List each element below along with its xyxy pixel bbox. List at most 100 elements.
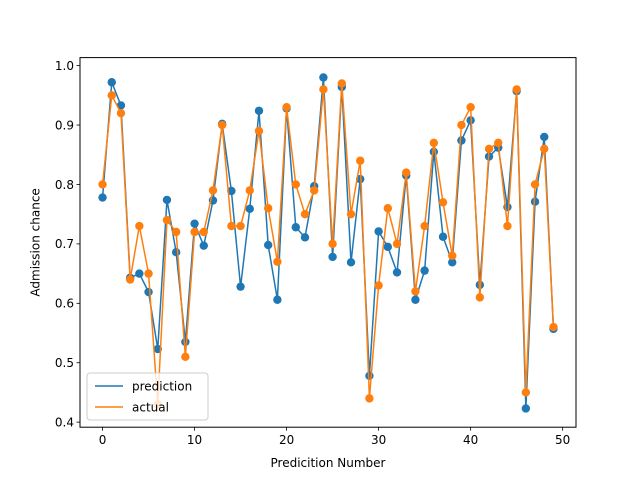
data-point-actual [457, 120, 466, 130]
y-tick-label: 0.5 [55, 356, 74, 370]
data-point-actual [356, 156, 365, 165]
data-point-prediction [144, 287, 153, 297]
x-axis-label: Predicition Number [271, 456, 386, 470]
y-tick-label: 0.7 [55, 237, 74, 251]
data-point-actual [98, 180, 107, 189]
data-point-prediction [328, 252, 337, 262]
data-point-actual [107, 91, 116, 100]
data-point-actual [521, 388, 531, 397]
legend: prediction actual [86, 372, 209, 421]
data-point-prediction [457, 136, 466, 145]
x-axis: 0 10 20 30 40 50 [99, 427, 570, 447]
data-point-actual [530, 180, 540, 189]
data-point-actual [494, 138, 503, 148]
data-point-prediction [263, 240, 273, 250]
series-actual [98, 79, 558, 409]
data-point-prediction [190, 219, 199, 228]
data-point-actual [448, 251, 457, 260]
data-point-prediction [540, 132, 549, 142]
data-point-prediction [448, 258, 457, 267]
data-point-prediction [254, 106, 264, 115]
data-point-actual [503, 221, 512, 231]
data-point-actual [309, 186, 319, 195]
data-point-prediction [374, 227, 383, 236]
x-tick-label: 50 [555, 433, 570, 447]
data-point-actual [549, 322, 558, 332]
data-point-actual [475, 293, 485, 302]
data-point-prediction [162, 195, 172, 205]
data-point-actual [144, 269, 153, 278]
data-point-prediction [300, 233, 310, 242]
data-point-actual [512, 85, 521, 94]
data-point-prediction [530, 197, 540, 206]
data-point-actual [116, 108, 126, 118]
data-point-prediction [273, 295, 282, 304]
data-point-prediction [245, 204, 254, 214]
data-point-actual [319, 85, 328, 94]
data-point-prediction [438, 232, 448, 241]
data-point-actual [540, 144, 549, 154]
data-point-actual [190, 227, 199, 237]
data-point-actual [282, 103, 291, 112]
plot-area [98, 73, 558, 413]
data-point-prediction [411, 295, 420, 304]
data-point-actual [273, 257, 282, 266]
data-point-actual [125, 275, 135, 284]
data-point-actual [411, 287, 420, 296]
data-point-prediction [199, 241, 208, 250]
data-point-prediction [521, 404, 531, 413]
y-axis-label: Admission chance [29, 188, 43, 296]
data-point-actual [217, 120, 227, 130]
data-point-prediction [227, 186, 236, 196]
data-point-prediction [319, 73, 328, 82]
x-tick-label: 30 [371, 433, 386, 447]
data-point-actual [328, 239, 337, 249]
data-point-actual [199, 227, 208, 237]
data-point-actual [383, 204, 393, 213]
data-point-actual [236, 221, 245, 231]
data-point-prediction [171, 248, 181, 257]
data-point-actual [392, 239, 402, 249]
data-point-actual [300, 209, 310, 219]
data-point-actual [402, 168, 411, 177]
x-tick-label: 10 [187, 433, 202, 447]
axes-frame [79, 57, 577, 428]
legend-label-prediction: prediction [132, 379, 192, 393]
data-point-actual [162, 215, 172, 225]
x-tick-label: 0 [99, 433, 107, 447]
data-point-actual [337, 79, 347, 88]
data-point-prediction [392, 268, 402, 277]
data-point-actual [346, 209, 356, 219]
y-tick-label: 0.8 [55, 178, 74, 192]
data-point-prediction [346, 258, 356, 267]
series-line-actual [101, 82, 555, 406]
data-point-actual [466, 103, 475, 112]
x-tick-label: 20 [279, 433, 294, 447]
data-point-prediction [98, 193, 107, 202]
data-point-actual [208, 186, 218, 195]
y-tick-label: 0.9 [55, 118, 74, 132]
data-point-prediction [291, 223, 300, 232]
data-point-prediction [107, 78, 116, 87]
x-tick-label: 40 [463, 433, 478, 447]
data-point-actual [135, 221, 144, 231]
y-tick-label: 0.6 [55, 297, 74, 311]
data-point-prediction [181, 337, 190, 347]
data-point-actual [420, 221, 429, 231]
data-point-actual [227, 221, 236, 231]
y-tick-label: 0.4 [55, 415, 74, 429]
legend-label-actual: actual [132, 400, 169, 414]
data-point-prediction [420, 266, 429, 275]
data-point-actual [438, 198, 448, 207]
data-point-prediction [383, 242, 393, 252]
data-point-prediction [365, 371, 374, 381]
y-axis: 0.4 0.5 0.6 0.7 0.8 0.9 1.0 [55, 59, 80, 429]
data-point-actual [291, 180, 300, 189]
data-point-actual [374, 281, 383, 290]
data-point-actual [484, 144, 494, 154]
data-point-actual [429, 138, 439, 148]
legend-box [86, 372, 209, 421]
data-point-prediction [135, 269, 144, 278]
data-point-actual [245, 186, 254, 195]
